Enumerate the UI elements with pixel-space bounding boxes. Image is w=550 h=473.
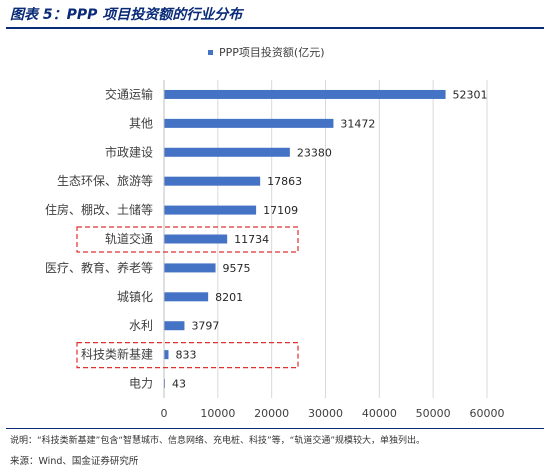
value-label: 43 bbox=[172, 378, 186, 391]
bar-chart: 0 10000 20000 30000 40000 50000 60000 PPP项目投资额(… bbox=[45, 45, 505, 420]
bar bbox=[164, 118, 334, 128]
bar bbox=[164, 176, 261, 186]
value-label: 17863 bbox=[267, 175, 302, 188]
x-tick-label: 60000 bbox=[470, 407, 505, 420]
figure-note: 说明：“科技类新基建”包含“智慧城市、信息网络、充电桩、科技”等，“轨道交通”规… bbox=[10, 436, 425, 446]
legend-swatch bbox=[208, 50, 213, 55]
highlight-box bbox=[76, 226, 299, 253]
category-label: 其他 bbox=[129, 116, 153, 130]
category-label: 市政建设 bbox=[105, 144, 153, 159]
x-tick-label: 50000 bbox=[416, 407, 451, 420]
category-label: 住房、棚改、土储等 bbox=[45, 202, 153, 217]
category-label: 科技类新基建 bbox=[81, 347, 153, 362]
x-tick-label: 20000 bbox=[254, 407, 289, 420]
bar bbox=[164, 321, 185, 331]
value-label: 23380 bbox=[297, 146, 332, 159]
bar bbox=[164, 205, 257, 215]
category-label: 水利 bbox=[129, 319, 153, 333]
title-rule bbox=[6, 27, 544, 29]
category-label: 交通运输 bbox=[105, 86, 153, 101]
value-label: 31472 bbox=[340, 117, 375, 130]
value-label: 52301 bbox=[453, 88, 488, 101]
value-label: 9575 bbox=[223, 262, 251, 275]
x-tick-label: 0 bbox=[161, 407, 168, 420]
category-label: 电力 bbox=[129, 377, 153, 391]
figure-source: 来源：Wind、国金证券研究所 bbox=[10, 456, 139, 467]
bar bbox=[164, 350, 169, 360]
legend-label: PPP项目投资额(亿元) bbox=[219, 45, 324, 59]
value-label: 3797 bbox=[191, 320, 219, 333]
x-tick-label: 10000 bbox=[200, 407, 235, 420]
category-label: 城镇化 bbox=[117, 290, 153, 304]
bar bbox=[164, 147, 290, 157]
value-label: 8201 bbox=[215, 291, 243, 304]
bar bbox=[164, 292, 209, 302]
category-label: 轨道交通 bbox=[105, 231, 153, 246]
category-label: 医疗、教育、养老等 bbox=[45, 260, 153, 275]
x-tick-label: 30000 bbox=[308, 407, 343, 420]
value-label: 17109 bbox=[263, 204, 298, 217]
x-tick-label: 40000 bbox=[362, 407, 397, 420]
figure-title: 图表 5：PPP 项目投资额的行业分布 bbox=[10, 7, 243, 23]
value-label: 833 bbox=[175, 349, 196, 362]
value-label: 11734 bbox=[234, 233, 269, 246]
bar bbox=[164, 234, 228, 244]
bar bbox=[164, 89, 446, 99]
bar bbox=[164, 263, 216, 273]
highlight-box bbox=[76, 342, 299, 369]
bottom-rule bbox=[6, 428, 544, 429]
category-label: 生态环保、旅游等 bbox=[57, 174, 153, 188]
